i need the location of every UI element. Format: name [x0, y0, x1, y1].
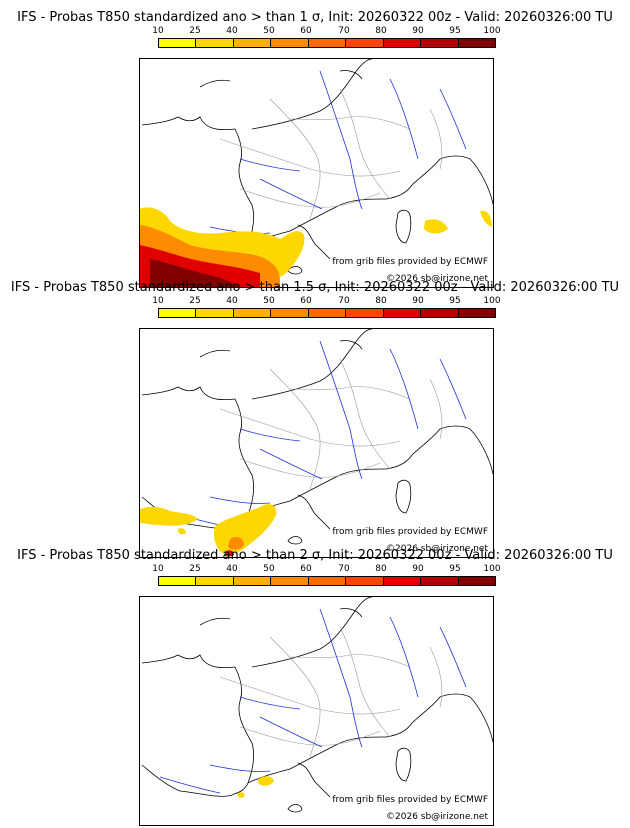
coastlines	[141, 597, 493, 813]
colorbar-swatch	[271, 309, 309, 317]
probability-shading	[140, 207, 492, 287]
colorbar-tick: 50	[263, 564, 275, 574]
colorbar-tick: 100	[483, 296, 501, 306]
colorbar-swatch	[159, 577, 197, 585]
colorbar-tick: 40	[226, 296, 238, 306]
colorbar-tick: 10	[152, 296, 164, 306]
colorbar-tick: 70	[338, 26, 350, 36]
coastlines	[141, 329, 493, 545]
colorbar-ticks: 10 25 40 50 60 70 80 90 95 100	[139, 26, 500, 37]
colorbar-swatch	[271, 577, 309, 585]
colorbar-swatches	[158, 308, 496, 318]
colorbar-tick: 60	[300, 296, 312, 306]
source-credit: from grib files provided by ECMWF	[331, 257, 489, 267]
colorbar-tick: 95	[449, 564, 461, 574]
colorbar-swatch	[421, 309, 459, 317]
colorbar-swatch	[383, 309, 422, 317]
colorbar-tick: 60	[300, 26, 312, 36]
rivers	[159, 70, 467, 256]
colorbar-swatch	[196, 309, 234, 317]
colorbar-ticks: 10 25 40 50 60 70 80 90 95 100	[139, 564, 500, 575]
colorbar-tick: 80	[375, 564, 387, 574]
colorbar-tick: 90	[412, 564, 424, 574]
colorbar: 10 25 40 50 60 70 80 90 95 100	[139, 564, 501, 592]
rivers	[159, 340, 467, 526]
colorbar-swatches	[158, 576, 496, 586]
colorbar-tick: 10	[152, 26, 164, 36]
panel-title: IFS - Probas T850 standardized ano > tha…	[10, 280, 620, 295]
colorbar-swatch	[383, 39, 422, 47]
colorbar-tick: 25	[189, 296, 201, 306]
colorbar-swatch	[196, 39, 234, 47]
colorbar-tick: 40	[226, 26, 238, 36]
copyright-credit: ©2026 sb@irizone.net	[385, 274, 489, 284]
colorbar-tick: 90	[412, 26, 424, 36]
panel-title: IFS - Probas T850 standardized ano > tha…	[17, 10, 613, 25]
colorbar-swatch	[346, 577, 384, 585]
rivers	[159, 608, 467, 794]
colorbar-tick: 95	[449, 26, 461, 36]
map-frame: from grib files provided by ECMWF ©2026 …	[139, 328, 494, 558]
panel-title: IFS - Probas T850 standardized ano > tha…	[17, 548, 613, 563]
colorbar-tick: 70	[338, 564, 350, 574]
map-panel-3: IFS - Probas T850 standardized ano > tha…	[0, 548, 630, 826]
colorbar-tick: 100	[483, 564, 501, 574]
source-credit: from grib files provided by ECMWF	[331, 527, 489, 537]
colorbar-tick: 25	[189, 564, 201, 574]
map-graphic	[140, 329, 493, 557]
borders	[219, 358, 443, 490]
colorbar-swatches	[158, 38, 496, 48]
map-panel-2: IFS - Probas T850 standardized ano > tha…	[0, 280, 630, 558]
colorbar-ticks: 10 25 40 50 60 70 80 90 95 100	[139, 296, 500, 307]
colorbar-tick: 90	[412, 296, 424, 306]
colorbar-swatch	[421, 39, 459, 47]
colorbar-tick: 25	[189, 26, 201, 36]
source-credit: from grib files provided by ECMWF	[331, 795, 489, 805]
colorbar-tick: 95	[449, 296, 461, 306]
probability-shading	[140, 504, 277, 557]
colorbar-swatch	[421, 577, 459, 585]
colorbar-swatch	[308, 577, 347, 585]
colorbar-swatch	[458, 39, 495, 47]
colorbar-tick: 80	[375, 296, 387, 306]
colorbar-swatch	[346, 39, 384, 47]
colorbar-swatch	[233, 309, 272, 317]
colorbar-swatch	[233, 577, 272, 585]
colorbar-tick: 10	[152, 564, 164, 574]
map-frame: from grib files provided by ECMWF ©2026 …	[139, 58, 494, 288]
map-graphic	[141, 597, 493, 813]
colorbar-tick: 100	[483, 26, 501, 36]
copyright-credit: ©2026 sb@irizone.net	[385, 544, 489, 554]
colorbar-swatch	[458, 309, 495, 317]
colorbar-swatch	[196, 577, 234, 585]
borders	[219, 88, 443, 220]
map-panel-1: IFS - Probas T850 standardized ano > tha…	[0, 10, 630, 288]
colorbar-tick: 60	[300, 564, 312, 574]
colorbar-swatch	[308, 309, 347, 317]
colorbar-tick: 50	[263, 296, 275, 306]
colorbar-swatch	[383, 577, 422, 585]
colorbar-swatch	[346, 309, 384, 317]
colorbar-swatch	[159, 39, 197, 47]
probability-shading	[237, 776, 274, 798]
colorbar-swatch	[308, 39, 347, 47]
colorbar-tick: 80	[375, 26, 387, 36]
colorbar-tick: 50	[263, 26, 275, 36]
map-frame: from grib files provided by ECMWF ©2026 …	[139, 596, 494, 826]
colorbar-swatch	[271, 39, 309, 47]
colorbar-swatch	[458, 577, 495, 585]
map-graphic	[140, 59, 493, 287]
colorbar: 10 25 40 50 60 70 80 90 95 100	[139, 26, 501, 54]
colorbar-tick: 70	[338, 296, 350, 306]
colorbar-tick: 40	[226, 564, 238, 574]
colorbar-swatch	[159, 309, 197, 317]
colorbar: 10 25 40 50 60 70 80 90 95 100	[139, 296, 501, 324]
colorbar-swatch	[233, 39, 272, 47]
copyright-credit: ©2026 sb@irizone.net	[385, 812, 489, 822]
borders	[219, 626, 443, 758]
